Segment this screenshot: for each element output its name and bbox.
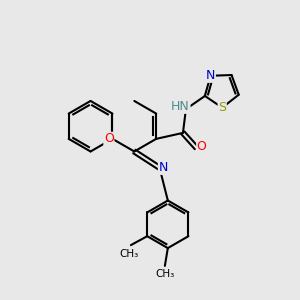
Text: O: O — [197, 140, 207, 153]
Text: N: N — [206, 69, 215, 82]
Text: N: N — [158, 161, 168, 174]
Text: CH₃: CH₃ — [155, 269, 175, 279]
Text: S: S — [218, 101, 226, 114]
Text: HN: HN — [171, 100, 190, 113]
Text: CH₃: CH₃ — [120, 249, 139, 259]
Text: O: O — [104, 132, 114, 146]
